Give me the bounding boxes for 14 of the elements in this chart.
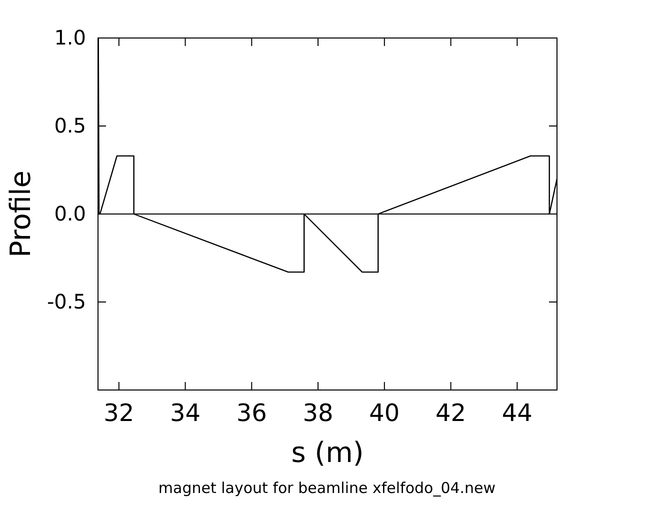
y-tick-label: -0.5: [46, 289, 86, 314]
x-tick-label: 44: [502, 399, 532, 428]
x-tick-label: 40: [369, 399, 400, 428]
x-tick-label: 32: [104, 399, 134, 428]
y-tick-label: 0.5: [54, 113, 86, 138]
text: magnet layout for beamline xfelfodo_04.new: [158, 479, 496, 497]
x-axis-title: s (m): [291, 436, 364, 469]
x-tick-label: 42: [436, 399, 466, 428]
y-axis-title: Profile: [4, 170, 37, 258]
y-tick-label: 0.0: [54, 201, 86, 226]
x-tick-label: 38: [302, 399, 334, 428]
x-tick-label: 36: [236, 399, 267, 428]
y-tick-label: 1.0: [54, 25, 86, 50]
x-tick-label: 34: [170, 399, 201, 428]
